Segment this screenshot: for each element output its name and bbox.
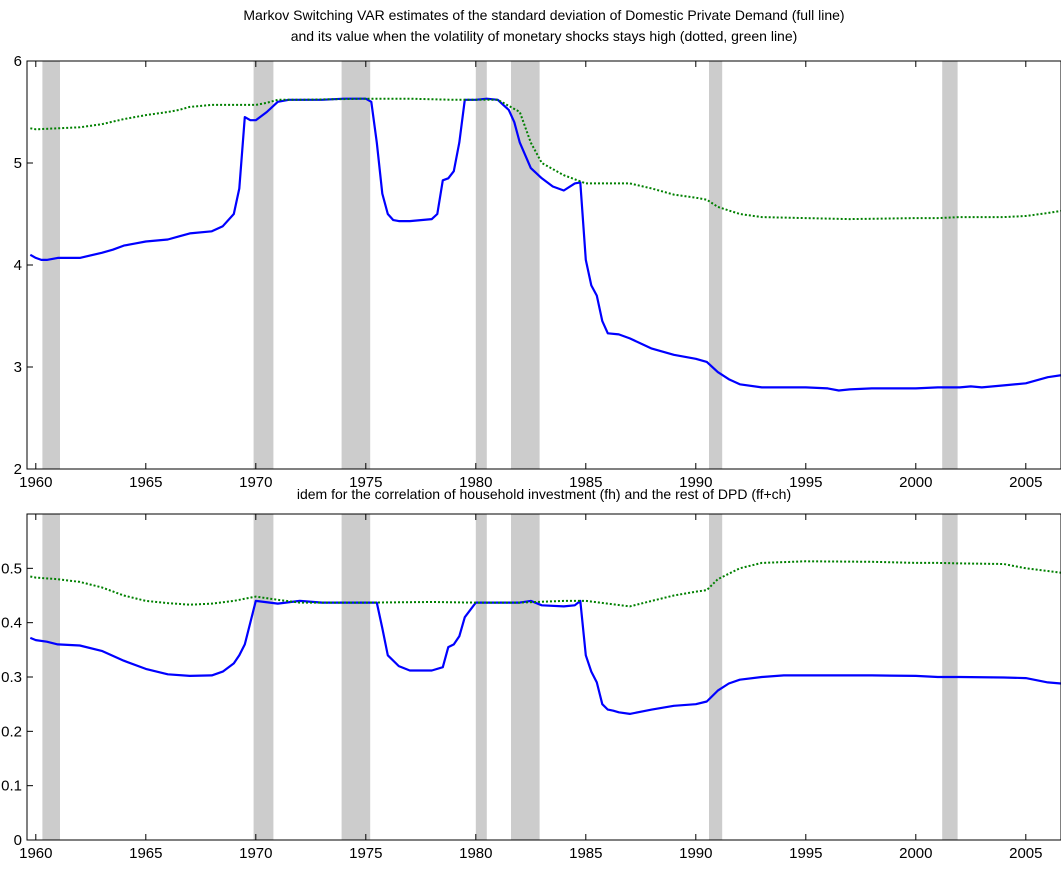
x-tick-label: 1960 [19,845,52,862]
series-line-dotted [30,97,1061,221]
x-tick-label: 1970 [239,474,272,491]
y-tick-label: 4 [14,257,22,274]
shaded-band [475,61,487,469]
x-tick-label: 1980 [459,845,492,862]
y-tick-label: 0.2 [1,723,22,740]
x-tick-label: 1970 [239,845,272,862]
shaded-band [42,514,60,840]
x-tick-label: 1975 [349,845,382,862]
shaded-band [341,61,371,469]
x-tick-label: 2000 [899,474,932,491]
x-tick-label: 1965 [129,474,162,491]
shaded-band [253,514,274,840]
shaded-band [709,61,723,469]
x-tick-label: 1990 [679,845,712,862]
y-tick-label: 0.1 [1,778,22,795]
top-panel: Markov Switching VAR estimates of the st… [14,7,1061,491]
x-tick-label: 1995 [789,845,822,862]
chart-title-line: and its value when the volatility of mon… [291,28,798,44]
x-tick-label: 2005 [1009,474,1042,491]
x-tick-label: 1975 [349,474,382,491]
shaded-band [253,61,274,469]
x-tick-label: 2005 [1009,845,1042,862]
y-tick-label: 0.3 [1,669,22,686]
bottom-panel: idem for the correlation of household in… [1,486,1061,862]
x-tick-label: 1985 [569,474,602,491]
y-tick-label: 0.5 [1,560,22,577]
chart-title-line: idem for the correlation of household in… [297,486,791,502]
shaded-band [942,61,958,469]
series-line-dotted [30,560,1061,608]
x-tick-label: 1965 [129,845,162,862]
chart-title-line: Markov Switching VAR estimates of the st… [243,7,844,23]
y-tick-label: 0.4 [1,615,22,632]
series-line-solid [29,599,1061,715]
y-tick-label: 6 [14,53,22,70]
x-tick-label: 1985 [569,845,602,862]
series-line-solid [29,97,1061,392]
y-tick-label: 3 [14,359,22,376]
x-tick-label: 2000 [899,845,932,862]
x-tick-label: 1960 [19,474,52,491]
shaded-band [709,514,723,840]
shaded-band [341,514,371,840]
y-tick-label: 0 [14,832,22,849]
shaded-band [511,514,540,840]
y-tick-label: 5 [14,155,22,172]
y-tick-label: 2 [14,461,22,478]
axes-frame [26,60,1061,470]
x-tick-label: 1990 [679,474,712,491]
x-tick-label: 1995 [789,474,822,491]
x-tick-label: 1980 [459,474,492,491]
shaded-band [475,514,487,840]
shaded-band [42,61,60,469]
